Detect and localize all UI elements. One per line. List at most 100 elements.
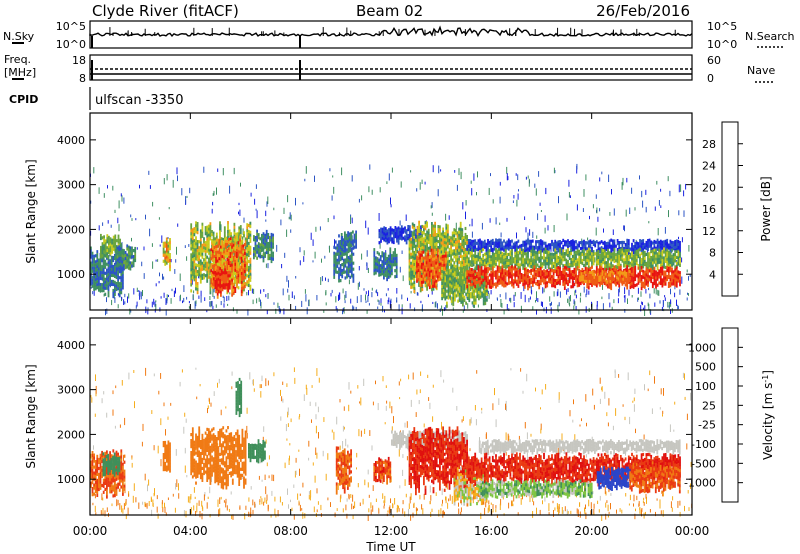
echo-cell — [254, 251, 257, 255]
echo-cell — [262, 238, 265, 242]
echo-cell — [119, 268, 122, 272]
echo-cell — [631, 248, 633, 252]
echo-cell — [488, 249, 491, 253]
echo-cell — [195, 263, 197, 267]
clutter-cell — [596, 301, 598, 307]
clutter-cell — [146, 299, 148, 304]
echo-cell — [656, 244, 659, 248]
echo-cell — [416, 240, 419, 245]
echo-cell — [616, 259, 619, 264]
echo-cell — [425, 261, 428, 265]
echo-cell — [468, 298, 471, 303]
speckle-cell — [222, 168, 224, 176]
echo-cell — [215, 245, 217, 249]
echo-cell — [256, 247, 258, 251]
clutter-cell — [105, 309, 106, 316]
echo-cell — [547, 246, 550, 250]
echo-cell — [459, 224, 462, 228]
echo-cell — [635, 252, 638, 256]
echo-cell — [207, 242, 210, 246]
echo-cell — [387, 263, 390, 267]
echo-cell — [242, 250, 245, 254]
echo-cell — [451, 264, 454, 268]
echo-cell — [112, 235, 115, 239]
echo-cell — [647, 245, 649, 249]
echo-cell — [538, 240, 541, 244]
echo-cell — [222, 271, 225, 275]
echo-cell — [109, 249, 112, 253]
echo-cell — [104, 242, 107, 246]
echo-cell — [228, 229, 231, 233]
echo-cell — [440, 232, 443, 236]
echo-cell — [422, 274, 425, 278]
speckle-cell — [189, 187, 191, 194]
echo-cell — [466, 235, 468, 239]
clutter-cell — [133, 288, 135, 295]
echo-cell — [408, 225, 411, 229]
echo-cell — [262, 232, 265, 236]
echo-cell — [484, 292, 487, 297]
echo-cell — [242, 256, 245, 260]
clutter-cell — [198, 295, 200, 299]
echo-cell — [396, 236, 398, 240]
speckle-cell — [530, 285, 532, 294]
echo-cell — [600, 262, 603, 267]
echo-cell — [586, 249, 589, 254]
echo-cell — [431, 225, 433, 229]
echo-cell — [435, 282, 438, 286]
echo-cell — [389, 235, 392, 239]
echo-cell — [212, 237, 215, 241]
echo-cell — [515, 248, 518, 252]
echo-cell — [249, 266, 252, 270]
echo-cell — [341, 251, 344, 255]
echo-cell — [605, 261, 608, 265]
speckle-cell — [212, 193, 214, 196]
echo-cell — [591, 240, 593, 244]
echo-cell — [517, 239, 520, 243]
echo-cell — [411, 270, 414, 274]
speckle-cell — [238, 202, 240, 206]
echo-cell — [114, 246, 117, 250]
echo-cell — [476, 276, 479, 281]
echo-cell — [381, 254, 384, 258]
echo-cell — [423, 246, 425, 250]
speckle-cell — [681, 237, 683, 243]
echo-cell — [640, 252, 643, 256]
speckle-cell — [424, 181, 426, 185]
echo-cell — [626, 241, 629, 245]
echo-cell — [437, 240, 440, 244]
echo-cell — [120, 282, 123, 286]
echo-cell — [239, 268, 241, 272]
echo-cell — [435, 245, 438, 249]
echo-cell — [427, 277, 430, 281]
echo-cell — [410, 276, 412, 280]
echo-cell — [209, 231, 212, 235]
echo-cell — [228, 259, 230, 263]
echo-cell — [392, 254, 395, 258]
speckle-cell — [315, 226, 317, 232]
echo-cell — [503, 264, 505, 268]
echo-cell — [122, 265, 124, 269]
echo-cell — [597, 241, 600, 245]
echo-cell — [106, 274, 108, 278]
echo-cell — [599, 241, 601, 245]
echo-cell — [427, 259, 430, 263]
echo-cell — [454, 280, 456, 284]
echo-cell — [472, 248, 475, 252]
echo-cell — [223, 256, 225, 260]
echo-cell — [389, 247, 392, 251]
echo-cell — [224, 239, 227, 244]
clutter-cell — [124, 293, 126, 298]
echo-cell — [240, 256, 243, 261]
speckle-cell — [569, 195, 571, 198]
echo-cell — [373, 251, 376, 255]
echo-cell — [106, 271, 108, 275]
echo-cell — [456, 249, 459, 253]
echo-cell — [169, 262, 171, 266]
echo-cell — [206, 261, 209, 265]
echo-cell — [512, 257, 515, 261]
echo-cell — [463, 286, 466, 291]
echo-cell — [190, 283, 193, 287]
echo-cell — [118, 294, 121, 298]
speckle-cell — [458, 168, 460, 176]
